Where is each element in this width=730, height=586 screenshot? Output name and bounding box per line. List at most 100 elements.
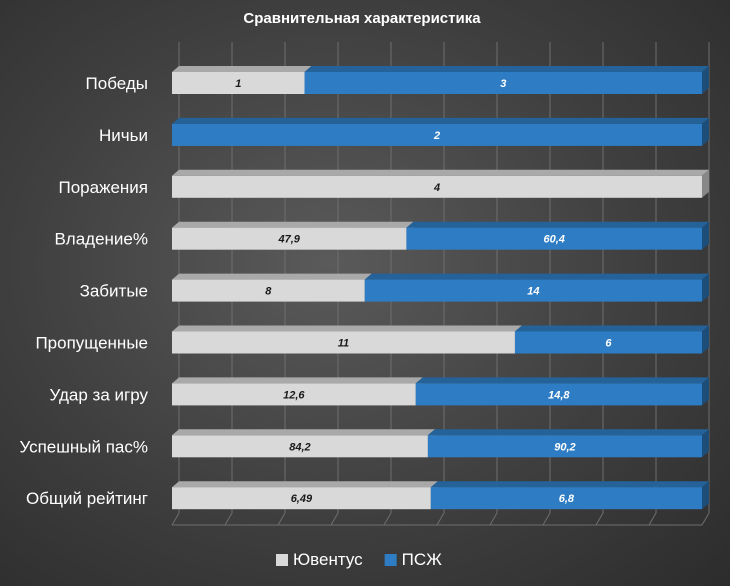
bar-psg: 6,8 [430,481,709,510]
data-label: 3 [500,78,506,90]
bar-front [172,72,305,94]
bar-psg: 14,8 [415,377,709,406]
data-label: 4 [433,182,440,194]
data-label: 6,8 [559,493,575,505]
bars: 1 3 2 4 47,9 60,4 8 14 11 6 12,6 14,8 84,2 90,2 6,49 6,… [172,66,709,510]
bar-juventus: 1 [172,66,312,94]
bar-front [364,279,702,302]
bar-top [406,221,709,228]
data-label: 14 [527,286,539,298]
legend-label: Ювентус [293,550,363,569]
gridline [542,42,551,526]
bar-top [427,429,709,436]
category-label: Общий рейтинг [26,489,148,508]
bar-side [702,325,709,354]
bar-juventus: 4 [172,169,709,198]
bar-side [702,377,709,406]
gridline [277,42,286,526]
legend-label: ПСЖ [402,550,442,569]
bar-side [702,481,709,510]
bar-front [172,487,431,510]
data-label: 1 [235,78,241,90]
data-label: 2 [433,130,440,142]
bar-top [430,481,709,488]
gridline [330,42,339,526]
bar-top [172,377,423,384]
bar-top [172,481,438,488]
bar-juventus: 47,9 [172,221,414,250]
bar-front [172,383,416,406]
bar-side [702,117,709,146]
bar-psg: 90,2 [427,429,709,458]
bar-juventus: 8 [172,273,372,302]
category-label: Удар за игру [50,385,149,404]
legend-swatch [384,554,397,566]
bar-front [514,331,702,354]
bar-top [172,221,414,228]
gridline [701,42,710,526]
bar-front [427,435,702,458]
bar-side [702,169,709,198]
bar-front [304,72,702,94]
data-label: 8 [265,286,272,298]
gridline [595,42,604,526]
gridline [648,42,657,526]
bar-top [172,273,372,280]
data-label: 11 [338,338,349,350]
legend-item-juventus: Ювентус [276,550,363,569]
bar-psg: 6 [514,325,709,354]
bar-top [172,325,522,332]
data-label: 90,2 [554,441,575,453]
data-label: 14,8 [548,389,570,401]
bar-psg: 14 [364,273,709,302]
data-label: 12,6 [283,389,305,401]
data-label: 6,49 [291,493,313,505]
bar-top [364,273,709,280]
bar-front [172,331,515,354]
category-label: Ничьи [99,126,148,145]
bar-top [514,325,709,332]
gridline [383,42,392,526]
bar-psg: 2 [172,117,709,146]
legend-item-psg: ПСЖ [384,550,442,569]
bar-psg: 60,4 [406,221,709,250]
bar-front [172,279,365,302]
bar-top [172,117,709,124]
bar-front [172,435,428,458]
legend-swatch [276,554,288,566]
gridline [171,42,180,526]
bar-top [172,66,312,72]
bar-front [172,175,702,198]
bar-front [172,123,702,146]
chart-title: Сравнительная характеристика [243,10,481,27]
bar-top [304,66,709,72]
data-label: 6 [605,338,612,350]
bar-front [430,487,702,510]
bar-side [702,429,709,458]
gridline [436,42,445,526]
bar-front [415,383,702,406]
category-label: Успешный пас% [19,437,148,456]
bar-top [172,429,435,436]
gridline [224,42,233,526]
bar-top [415,377,709,384]
category-label: Владение% [54,230,148,249]
bar-side [702,273,709,302]
category-label: Победы [86,74,148,93]
data-label: 60,4 [543,234,564,246]
bar-juventus: 12,6 [172,377,423,406]
bar-side [702,221,709,250]
category-labels: Победы Ничьи Поражения Владение% Забитые Проп… [19,74,148,508]
category-label: Пропущенные [35,334,148,353]
bar-juventus: 6,49 [172,481,438,510]
bar-front [406,227,702,250]
bar-front [172,227,407,250]
category-label: Поражения [59,178,149,197]
data-label: 84,2 [289,441,310,453]
gridline [489,42,498,526]
bar-juventus: 11 [172,325,522,354]
category-label: Забитые [80,282,148,301]
bar-juventus: 84,2 [172,429,435,458]
data-label: 47,9 [277,234,300,246]
